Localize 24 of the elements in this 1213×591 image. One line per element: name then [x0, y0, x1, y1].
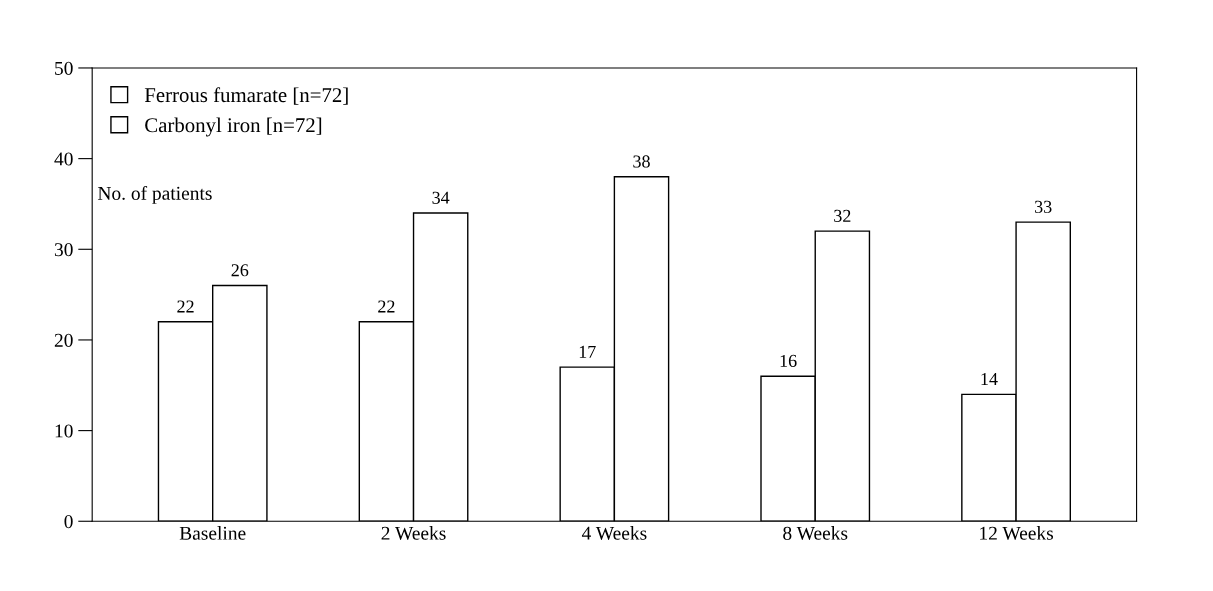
y-tick-label: 20 [54, 333, 73, 347]
data-label: 16 [780, 354, 797, 367]
x-tick-label: 12 Weeks [980, 526, 1054, 540]
x-tick-label: 4 Weeks [581, 526, 647, 540]
y-tick-label: 30 [54, 243, 73, 257]
x-tick-label: 2 Weeks [381, 526, 446, 540]
y-tick-label: 50 [55, 61, 73, 75]
legend-label: Carbonyl iron [n=72] [145, 117, 322, 137]
data-label: 38 [633, 155, 650, 168]
y-axis-title: No. of patients [97, 185, 212, 204]
data-label: 34 [432, 191, 450, 204]
data-label: 22 [378, 300, 395, 313]
y-tick-label: 10 [55, 424, 73, 438]
data-label: 22 [177, 300, 194, 313]
x-tick-label: Baseline [179, 526, 246, 540]
data-label: 14 [981, 373, 998, 385]
y-tick-label: 40 [54, 152, 73, 166]
y-tick-label: 0 [64, 515, 73, 529]
legend-label: Ferrous fumarate [n=72] [144, 87, 348, 105]
data-label: 33 [1035, 200, 1052, 213]
x-tick-label: 8 Weeks [783, 526, 848, 540]
data-label: 17 [579, 345, 596, 358]
data-label: 26 [231, 264, 249, 277]
data-label: 32 [834, 209, 851, 222]
